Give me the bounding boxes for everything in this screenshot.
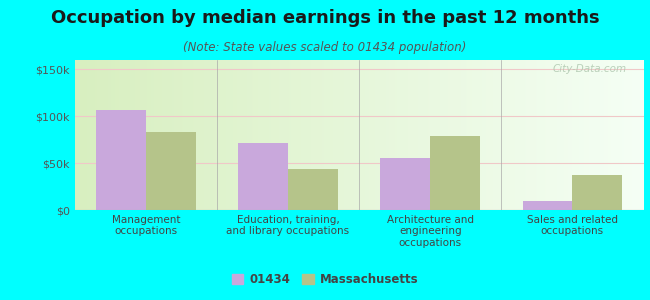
Text: (Note: State values scaled to 01434 population): (Note: State values scaled to 01434 popu… bbox=[183, 40, 467, 53]
Legend: 01434, Massachusetts: 01434, Massachusetts bbox=[227, 269, 423, 291]
Bar bbox=[146, 132, 196, 210]
Bar bbox=[239, 142, 288, 210]
Bar bbox=[430, 136, 480, 210]
Text: City-Data.com: City-Data.com bbox=[552, 64, 627, 74]
Bar bbox=[380, 158, 430, 210]
Bar bbox=[96, 110, 146, 210]
Text: Occupation by median earnings in the past 12 months: Occupation by median earnings in the pas… bbox=[51, 9, 599, 27]
Bar bbox=[573, 175, 622, 210]
Bar bbox=[288, 169, 338, 210]
Bar bbox=[523, 201, 573, 210]
